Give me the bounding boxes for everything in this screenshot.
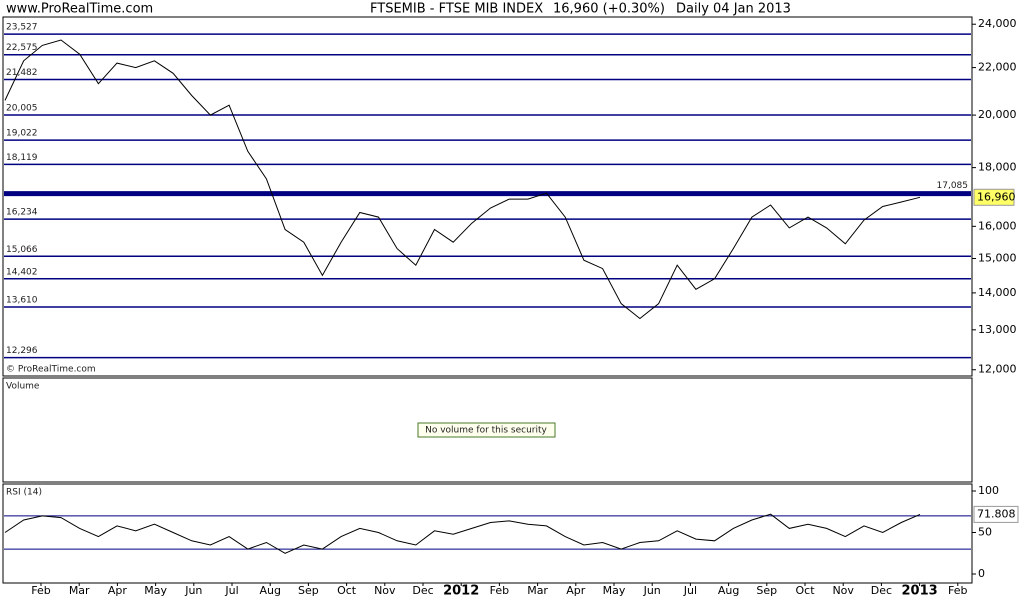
last-value-box bbox=[973, 188, 1015, 206]
level-label: 16,234 bbox=[6, 208, 38, 218]
level-label: 15,066 bbox=[6, 245, 38, 255]
series-line bbox=[4, 39, 921, 320]
copyright: © ProRealTime.com bbox=[6, 365, 96, 375]
y-tick-label: 20,000 bbox=[978, 108, 1017, 121]
x-tick-label: May bbox=[144, 584, 167, 597]
instrument: FTSEMIB - FTSE MIB INDEX bbox=[370, 2, 543, 17]
x-tick-label: Apr bbox=[108, 584, 128, 597]
y-tick-label: 14,000 bbox=[978, 286, 1017, 299]
x-tick-label: Feb bbox=[31, 584, 50, 597]
y-tick-label: 0 bbox=[978, 567, 985, 580]
level-label: 12,296 bbox=[6, 346, 38, 356]
x-tick-label: Jul bbox=[224, 584, 238, 597]
y-tick-label: 18,000 bbox=[978, 161, 1017, 174]
series-line bbox=[4, 513, 921, 554]
level-label: 18,119 bbox=[6, 153, 38, 163]
period: Daily 04 Jan 2013 bbox=[676, 2, 791, 17]
x-tick-label: Oct bbox=[337, 584, 357, 597]
x-tick-label: Feb bbox=[948, 584, 967, 597]
x-tick-label: Dec bbox=[871, 584, 892, 597]
last-value-box bbox=[973, 505, 1019, 523]
price-panel bbox=[2, 16, 973, 377]
x-tick-label: 2013 bbox=[902, 584, 938, 599]
level-label: 17,085 bbox=[937, 181, 969, 191]
x-tick-label: Feb bbox=[490, 584, 509, 597]
y-tick-label: 100 bbox=[978, 484, 999, 497]
rsi-title: RSI (14) bbox=[6, 488, 42, 498]
y-tick-label: 16,000 bbox=[978, 219, 1017, 232]
last-value-label: 16,960 bbox=[977, 190, 1016, 203]
x-tick-label: Sep bbox=[756, 584, 777, 597]
volume-title: Volume bbox=[6, 382, 40, 392]
y-tick-label: 15,000 bbox=[978, 251, 1017, 264]
level-label: 23,527 bbox=[6, 23, 38, 33]
x-tick-label: Jun bbox=[184, 584, 202, 597]
site-name[interactable]: www.ProRealTime.com bbox=[6, 2, 153, 17]
x-tick-label: 2012 bbox=[443, 584, 479, 599]
x-tick-label: Nov bbox=[374, 584, 396, 597]
volume-message: No volume for this security bbox=[425, 426, 547, 436]
x-tick-label: Apr bbox=[566, 584, 586, 597]
level-label: 21,482 bbox=[6, 68, 38, 78]
x-tick-label: Mar bbox=[527, 584, 548, 597]
x-tick-label: May bbox=[603, 584, 626, 597]
level-label: 20,005 bbox=[6, 103, 38, 113]
message-box bbox=[417, 422, 556, 438]
x-tick-label: Nov bbox=[832, 584, 854, 597]
last-value-label: 71.808 bbox=[977, 507, 1016, 520]
quote: 16,960 (+0.30%) bbox=[553, 2, 665, 17]
x-tick-label: Oct bbox=[795, 584, 815, 597]
y-tick-label: 13,000 bbox=[978, 323, 1017, 336]
x-tick-label: Mar bbox=[69, 584, 90, 597]
level-label: 22,575 bbox=[6, 43, 38, 53]
y-tick-label: 22,000 bbox=[978, 61, 1017, 74]
level-label: 13,610 bbox=[6, 295, 38, 305]
rsi-panel bbox=[2, 483, 973, 584]
x-tick-label: Aug bbox=[718, 584, 739, 597]
level-label: 14,402 bbox=[6, 267, 38, 277]
x-tick-label: Dec bbox=[412, 584, 433, 597]
y-tick-label: 12,000 bbox=[978, 363, 1017, 376]
y-tick-label: 50 bbox=[978, 526, 992, 539]
x-tick-label: Aug bbox=[259, 584, 280, 597]
x-tick-label: Jul bbox=[683, 584, 697, 597]
x-tick-label: Sep bbox=[298, 584, 319, 597]
x-tick-label: Jun bbox=[643, 584, 661, 597]
y-tick-label: 24,000 bbox=[978, 17, 1017, 30]
level-label: 19,022 bbox=[6, 129, 38, 139]
